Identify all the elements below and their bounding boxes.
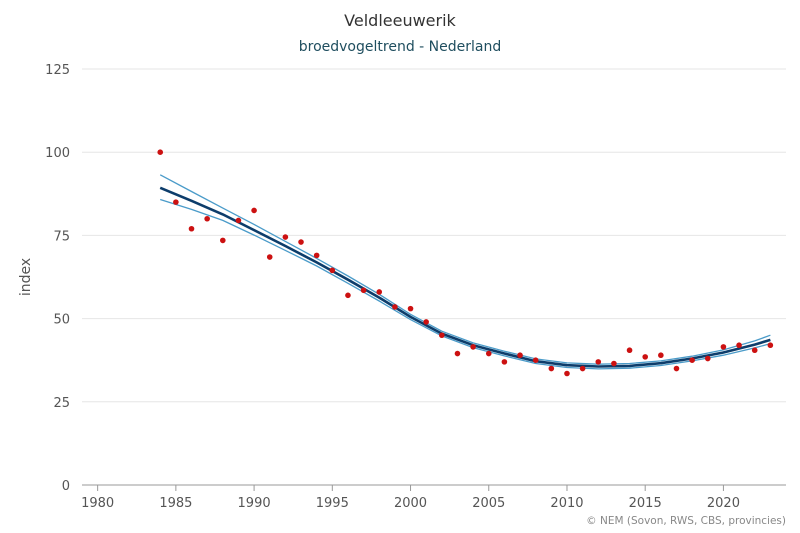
- data-point-1997[interactable]: [360, 287, 367, 294]
- data-point-2015[interactable]: [642, 354, 648, 360]
- credits: © NEM (Sovon, RWS, CBS, provincies): [586, 515, 786, 527]
- data-point-2017[interactable]: [673, 365, 680, 372]
- data-point-1984[interactable]: [157, 149, 164, 155]
- data-point-2010[interactable]: [564, 370, 570, 377]
- data-point-2021[interactable]: [736, 342, 742, 349]
- x-tick-label: 2005: [472, 496, 505, 511]
- x-axis: 1980 1985 1990 1995 2000 2005 2010 2015 2020: [81, 485, 740, 511]
- x-tick-label: 2000: [394, 496, 427, 511]
- y-axis-title: index: [18, 258, 34, 296]
- chart-subtitle: broedvogeltrend - Nederland: [299, 39, 501, 55]
- y-tick-label: 75: [53, 229, 70, 244]
- data-point-2008[interactable]: [532, 357, 539, 364]
- chart-title: Veldleeuwerik: [344, 11, 456, 30]
- data-point-2001[interactable]: [423, 319, 429, 325]
- data-point-2005[interactable]: [485, 350, 492, 357]
- data-point-1990[interactable]: [251, 207, 257, 214]
- data-point-1999[interactable]: [392, 304, 398, 310]
- x-tick-label: 2010: [550, 496, 583, 511]
- y-axis: 0 25 50 75 100 125: [45, 63, 70, 494]
- data-point-1985[interactable]: [173, 199, 179, 205]
- confidence-band: [159, 174, 771, 370]
- data-point-2006[interactable]: [501, 359, 508, 365]
- data-point-2014[interactable]: [626, 347, 633, 354]
- data-point-2003[interactable]: [454, 350, 461, 357]
- data-point-1993[interactable]: [298, 239, 304, 245]
- data-point-1995[interactable]: [329, 267, 336, 274]
- x-tick-label: 1985: [159, 496, 192, 511]
- x-tick-label: 1990: [238, 496, 271, 511]
- y-tick-label: 25: [53, 396, 70, 411]
- data-point-2018[interactable]: [689, 357, 695, 364]
- y-tick-label: 100: [45, 146, 70, 161]
- data-point-2007[interactable]: [517, 352, 523, 359]
- data-point-1992[interactable]: [282, 234, 289, 240]
- x-tick-label: 1980: [81, 496, 114, 511]
- data-point-1994[interactable]: [313, 252, 320, 259]
- data-point-2012[interactable]: [595, 359, 602, 365]
- data-point-1996[interactable]: [345, 292, 351, 299]
- x-tick-label: 2020: [707, 496, 740, 511]
- x-tick-label: 2015: [629, 496, 662, 511]
- data-point-1986[interactable]: [188, 225, 195, 232]
- y-tick-label: 0: [62, 479, 70, 494]
- data-point-2004[interactable]: [470, 344, 476, 350]
- y-tick-label: 125: [45, 63, 70, 78]
- data-point-2019[interactable]: [704, 355, 711, 362]
- data-point-2013[interactable]: [611, 360, 617, 367]
- data-point-1987[interactable]: [204, 215, 210, 222]
- data-point-1991[interactable]: [266, 254, 273, 260]
- data-point-2000[interactable]: [407, 305, 414, 312]
- gridlines: [82, 68, 786, 403]
- upper-confidence-line: [159, 174, 771, 365]
- data-point-2011[interactable]: [579, 365, 586, 372]
- data-point-2023[interactable]: [767, 342, 774, 349]
- data-point-2022[interactable]: [751, 347, 758, 354]
- data-point-1998[interactable]: [376, 289, 383, 295]
- data-point-2009[interactable]: [548, 365, 555, 372]
- index-points: [157, 149, 774, 377]
- x-tick-label: 1995: [316, 496, 349, 511]
- data-point-2016[interactable]: [658, 352, 664, 359]
- data-point-2020[interactable]: [720, 344, 727, 350]
- y-tick-label: 50: [53, 313, 70, 328]
- data-point-1989[interactable]: [235, 217, 242, 224]
- data-point-1988[interactable]: [220, 237, 226, 244]
- data-point-2002[interactable]: [439, 332, 445, 339]
